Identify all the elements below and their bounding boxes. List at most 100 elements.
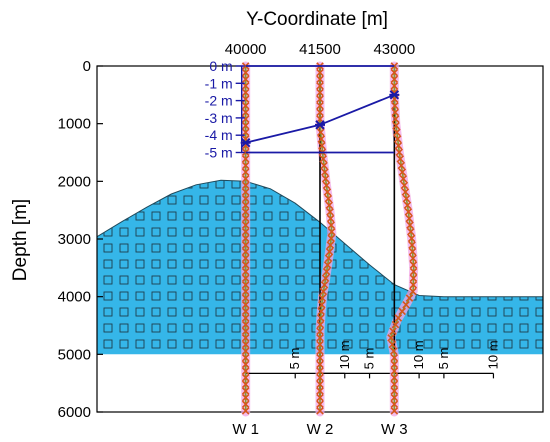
well-profile-marker: [392, 121, 400, 130]
well-profile-marker: [409, 261, 418, 269]
well-profile-marker: [316, 347, 324, 355]
well-profile-marker: [390, 393, 399, 402]
well-profile-marker: [241, 373, 250, 382]
well-profile-marker: [398, 307, 406, 316]
well-profile-marker: [316, 128, 325, 137]
well-profile-marker: [324, 194, 333, 203]
well-profile-marker: [326, 241, 335, 249]
well-profile-marker: [398, 168, 407, 176]
well-profile-marker: [393, 135, 402, 143]
well-profile-marker: [321, 174, 330, 183]
well-profile-marker: [318, 141, 326, 150]
well-profile-marker: [319, 155, 328, 163]
y-tick-label: 5000: [58, 346, 91, 363]
well-profile-marker: [241, 241, 250, 249]
well-profile-marker: [325, 247, 334, 256]
x-tick-label: 40000: [225, 41, 267, 58]
well-profile-marker: [396, 155, 405, 163]
well-profile-marker: [404, 208, 413, 216]
well-profile-marker: [316, 387, 324, 395]
well-profile-marker: [409, 287, 417, 296]
scale-label-5m: 5 m: [287, 348, 302, 370]
well-profile-marker: [241, 327, 250, 336]
well-profile-marker: [390, 360, 399, 369]
well-1: [241, 61, 346, 417]
reference-marker: [389, 90, 400, 100]
well-profile-marker: [241, 214, 250, 223]
well-profile-marker: [316, 327, 324, 336]
well-profile-marker: [241, 287, 250, 296]
well-profile-marker: [241, 115, 250, 123]
y-tick-label: 4000: [58, 289, 91, 306]
well-profile-marker: [394, 314, 403, 322]
well-profile-marker: [390, 82, 399, 90]
well-profile-marker: [316, 314, 325, 322]
well-profile-marker: [316, 68, 324, 77]
well-profile-marker: [325, 201, 334, 210]
well-profile-marker: [322, 267, 331, 276]
well-profile-marker: [406, 221, 414, 229]
well-profile-marker: [390, 75, 399, 84]
y-tick-label: 6000: [58, 404, 91, 421]
well-profile-marker: [317, 135, 326, 143]
well-profile-marker: [389, 327, 397, 336]
well-profile-marker: [241, 75, 250, 84]
well-profile-marker: [316, 108, 324, 117]
y-axis-title: Depth [m]: [10, 199, 31, 281]
reference-lines-layer: [235, 65, 400, 154]
well-profile-marker: [241, 181, 250, 190]
displacement-level-label: -3 m: [205, 110, 233, 126]
well-profile-marker: [241, 380, 250, 389]
well-profile-marker: [405, 294, 414, 302]
well-profile-marker: [400, 181, 409, 190]
well-profile-marker: [241, 300, 250, 309]
well-profile-marker: [391, 102, 399, 110]
well-profile-marker: [407, 228, 415, 236]
well-profile-marker: [241, 320, 250, 329]
well-profile-marker: [316, 102, 324, 110]
well-profile-marker: [391, 115, 400, 123]
well-profile-marker: [241, 294, 250, 302]
well-label: W 1: [232, 421, 259, 438]
well-profile-marker: [327, 234, 335, 243]
well-profile-marker: [316, 407, 324, 415]
well-profile-marker: [241, 188, 250, 196]
well-profile-marker: [328, 228, 336, 236]
labels-layer: Y-Coordinate [m] Depth [m] 0 1000 2000 3000…: [10, 9, 500, 438]
well-profile-marker: [320, 281, 329, 289]
well-profile-marker: [241, 221, 250, 229]
well-profile-marker: [393, 128, 401, 137]
well-profile-marker: [241, 155, 250, 163]
well-profile-marker: [320, 161, 328, 170]
well-profile-marker: [390, 400, 399, 408]
well-profile-marker: [401, 188, 410, 196]
well-profile-marker: [390, 407, 399, 415]
x-tick-label: 43000: [373, 41, 415, 58]
scale-label-10m: 10 m: [411, 340, 426, 369]
well-profile-marker: [241, 201, 250, 210]
well-profile-marker: [241, 400, 250, 408]
well-profile-marker: [316, 334, 324, 342]
well-profile-marker: [241, 121, 250, 130]
well-profile-marker: [326, 214, 335, 223]
well-profile-marker: [316, 360, 324, 369]
well-profile-marker: [241, 261, 250, 269]
well-profile-marker: [390, 387, 399, 395]
well-profile-marker: [323, 261, 332, 269]
well-profile-marker: [390, 367, 399, 375]
well-3: [386, 61, 495, 417]
well-profile-marker: [241, 307, 250, 316]
well-profile-marker: [405, 214, 413, 223]
well-profile-marker: [319, 287, 328, 296]
displacement-level-label: 0 m: [209, 58, 232, 74]
y-tick-label: 3000: [58, 231, 91, 248]
well-profile-marker: [241, 393, 250, 402]
well-profile-marker: [241, 254, 250, 263]
well-profile-marker: [322, 181, 331, 190]
well-profile-marker: [241, 208, 250, 216]
well-profile-marker: [389, 347, 398, 355]
y-tick-label: 2000: [58, 173, 91, 190]
well-profile-marker: [409, 274, 418, 282]
well-profile-marker: [408, 247, 417, 256]
well-profile-marker: [390, 354, 399, 362]
